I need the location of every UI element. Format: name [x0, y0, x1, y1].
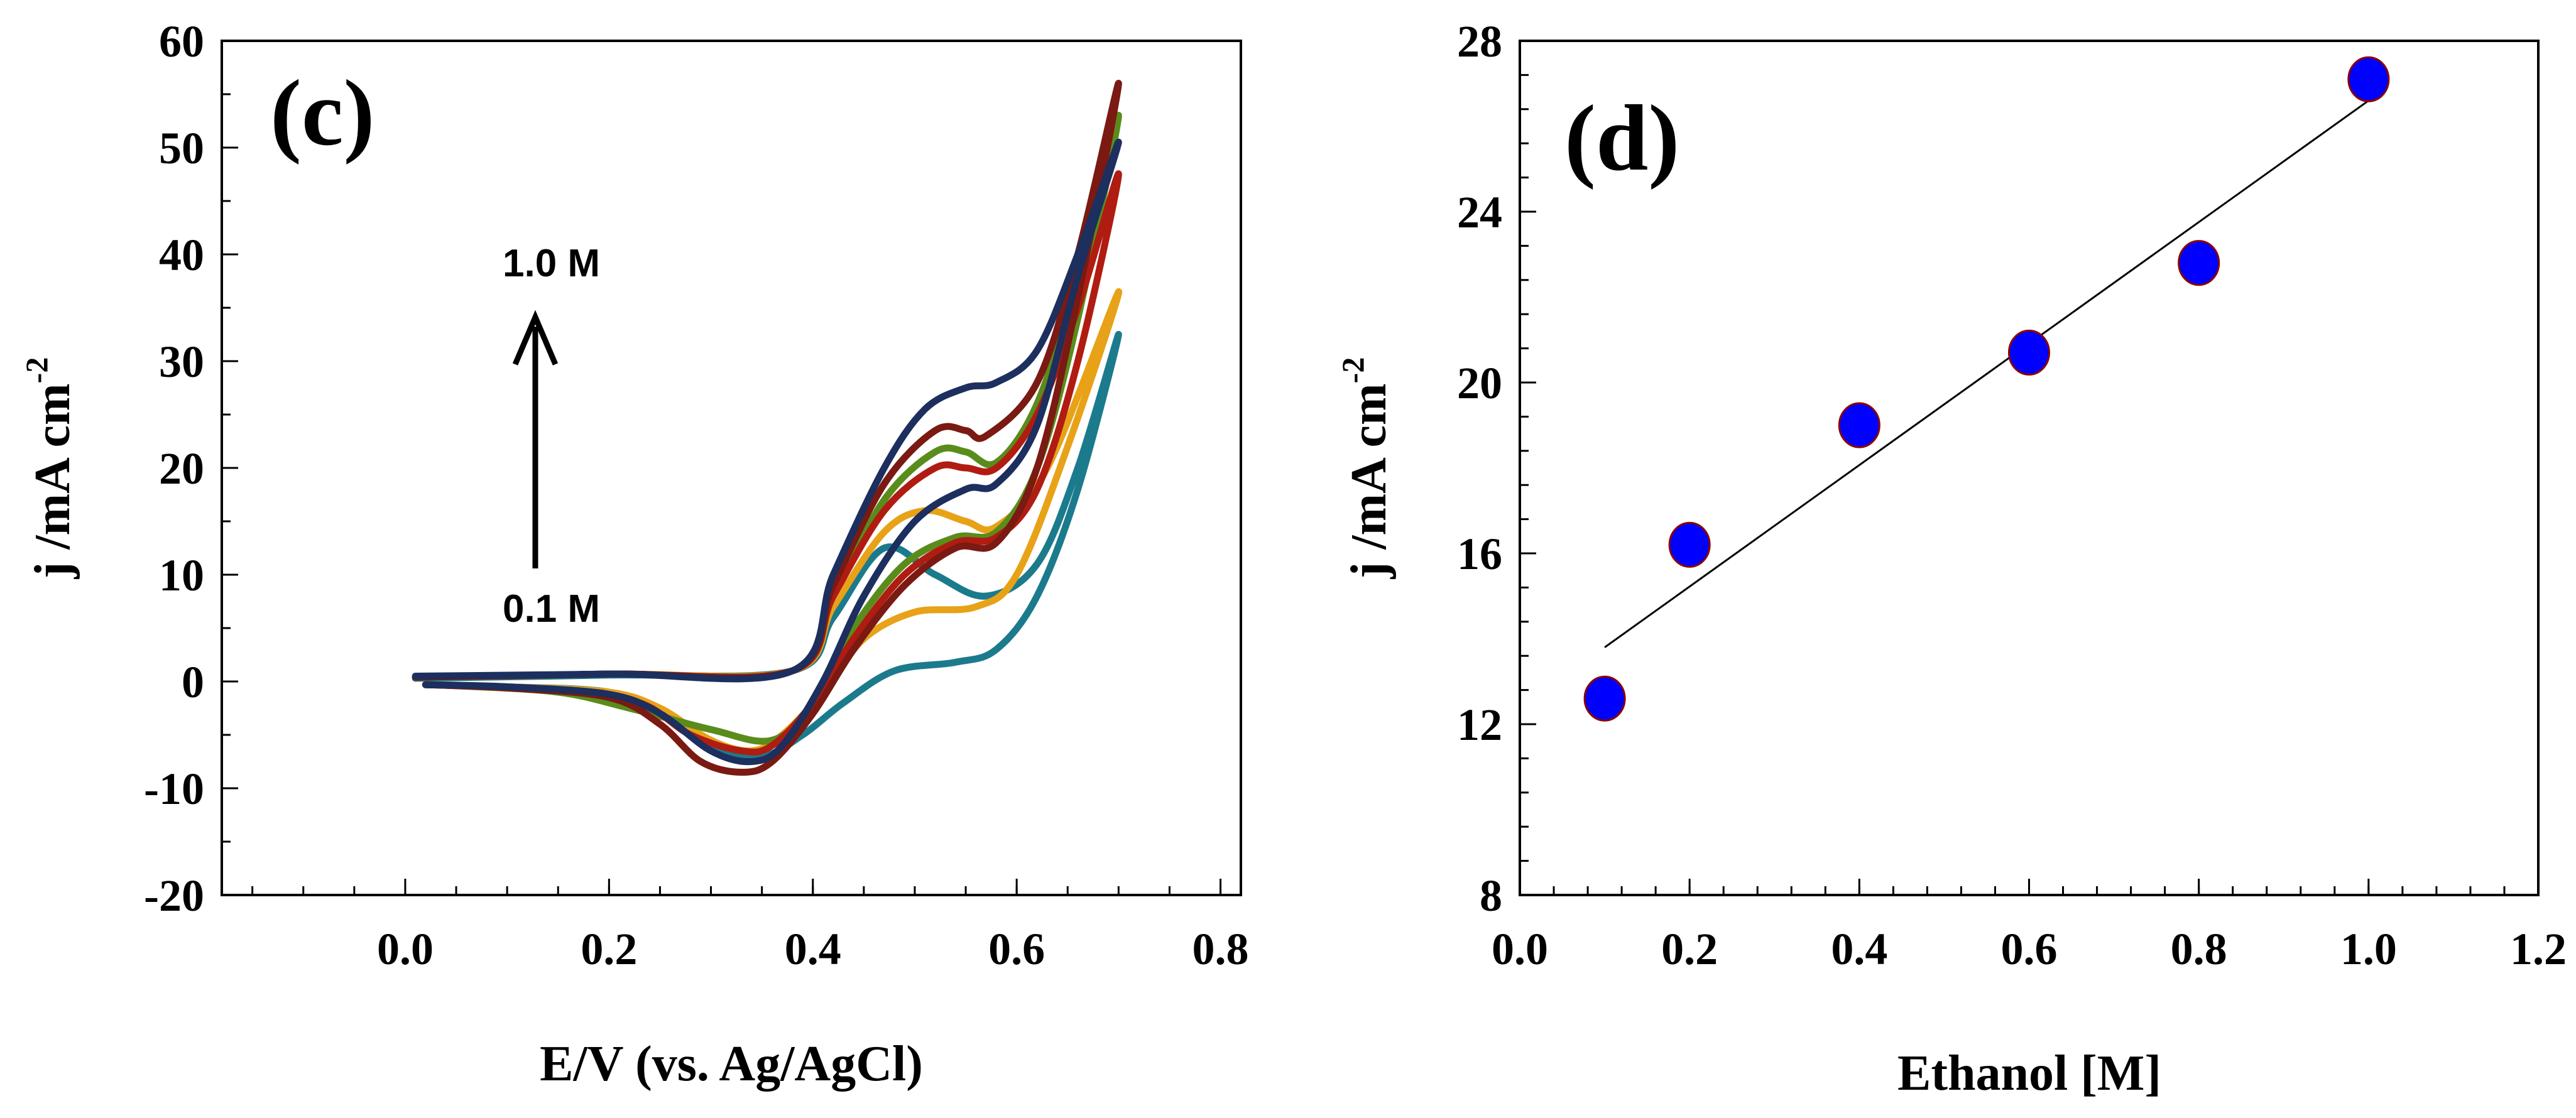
y-axis-title-sup: -2 [1335, 357, 1370, 384]
x-tick-label: 0.2 [581, 924, 637, 974]
arrow-up-icon [512, 310, 559, 366]
annotation-top: 1.0 M [503, 242, 600, 285]
x-tick-label: 0.4 [1831, 924, 1887, 974]
y-axis-title: j /mA cm-2 [1335, 357, 1397, 580]
cv-curve-5 [412, 80, 1122, 776]
data-point [2178, 240, 2220, 286]
y-tick-label: 60 [159, 16, 204, 67]
x-tick-label: 0.4 [785, 924, 841, 974]
fit-line [1604, 99, 2369, 648]
annotation-bottom: 0.1 M [503, 587, 600, 631]
x-axis-title: E/V (vs. Ag/AgCl) [540, 1036, 923, 1092]
y-tick-label: 20 [159, 443, 204, 494]
x-axis-title: Ethanol [M] [1897, 1046, 2161, 1101]
y-tick-label: 40 [159, 230, 204, 280]
plot-frame [1519, 40, 2540, 896]
y-axis-title-sup: -2 [19, 357, 54, 384]
y-tick-label: 10 [159, 550, 204, 600]
y-tick-label: 50 [159, 123, 204, 173]
y-axis-title-text: j /mA cm [1341, 383, 1397, 579]
y-tick-label: 8 [1480, 871, 1502, 921]
data-point [2008, 329, 2050, 376]
x-tick-label: 0.8 [2171, 924, 2227, 974]
axis-ticks: 0.0 0.2 0.4 0.6 0.8 -20 -10 0 10 20 30 40 50 60 [144, 16, 1249, 974]
scatter-marks [1583, 56, 2390, 722]
plot-frame [221, 40, 1242, 896]
x-tick-label: 1.2 [2510, 924, 2567, 974]
cv-curve-6 [412, 138, 1122, 766]
data-point [2347, 56, 2390, 102]
y-tick-label: -10 [144, 764, 204, 814]
cv-curve-4 [412, 170, 1122, 756]
cv-curve-3 [412, 112, 1122, 745]
x-tick-label: 0.0 [377, 924, 434, 974]
x-tick-label: 0.8 [1192, 924, 1249, 974]
data-point [1838, 402, 1880, 448]
x-tick-label: 0.2 [1661, 924, 1718, 974]
data-point [1668, 521, 1711, 568]
y-tick-label: 16 [1457, 529, 1502, 579]
y-tick-label: 28 [1457, 16, 1502, 67]
panel-c-cv-chart: 0.0 0.2 0.4 0.6 0.8 -20 -10 0 10 20 30 40 50 60 (c) 1… [19, 16, 1249, 1092]
panel-label: (d) [1564, 86, 1679, 190]
y-tick-label: -20 [144, 871, 204, 921]
x-tick-label: 1.0 [2340, 924, 2397, 974]
y-tick-label: 24 [1457, 187, 1502, 237]
y-tick-label: 12 [1457, 700, 1502, 750]
cv-curve-1 [412, 330, 1122, 761]
y-tick-label: 20 [1457, 358, 1502, 408]
cv-curves [412, 80, 1123, 776]
y-axis-title-text: j /mA cm [25, 383, 80, 579]
data-point [1583, 675, 1626, 722]
x-tick-label: 0.6 [2001, 924, 2058, 974]
y-axis-title: j /mA cm-2 [19, 357, 80, 580]
panel-d-scatter-chart: 0.0 0.2 0.4 0.6 0.8 1.0 1.2 8 12 16 20 24 28 (d) Eth… [1335, 16, 2567, 1101]
x-tick-label: 0.6 [988, 924, 1045, 974]
x-tick-label: 0.0 [1492, 924, 1548, 974]
panel-label: (c) [270, 61, 374, 165]
y-tick-label: 0 [182, 657, 204, 707]
y-tick-label: 30 [159, 337, 204, 387]
